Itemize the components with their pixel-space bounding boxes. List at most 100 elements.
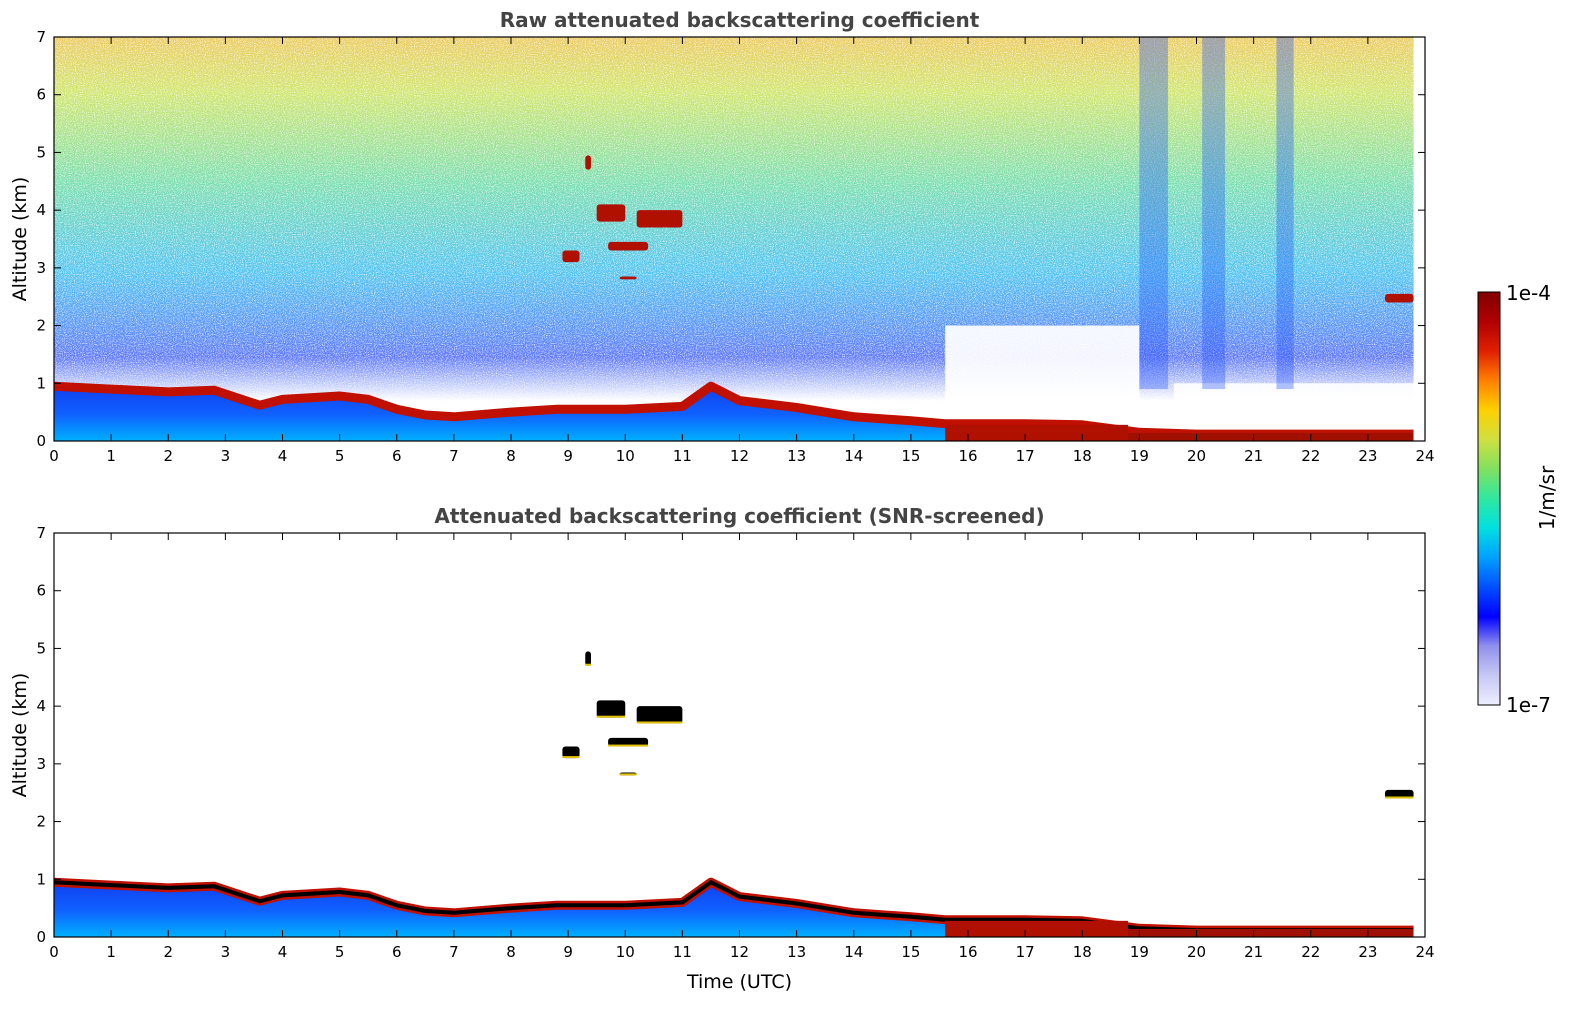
saturated-layer — [54, 880, 1414, 933]
x-tick-label: 0 — [49, 943, 59, 961]
x-tick-label: 14 — [844, 943, 863, 961]
y-tick-label: 4 — [36, 697, 46, 715]
x-tick-label: 19 — [1130, 943, 1149, 961]
noise-mask — [54, 37, 1425, 441]
y-tick-label: 3 — [36, 755, 46, 773]
x-tick-label: 1 — [106, 943, 116, 961]
x-tick-label: 23 — [1358, 943, 1377, 961]
x-tick-label: 9 — [563, 447, 573, 465]
cloud-edge — [636, 721, 683, 724]
x-tick-label: 17 — [1016, 447, 1035, 465]
x-tick-label: 18 — [1073, 447, 1092, 465]
y-tick-label: 7 — [36, 28, 46, 46]
no-data-strip — [1413, 533, 1425, 937]
x-tick-label: 22 — [1301, 943, 1320, 961]
x-tick-label: 20 — [1187, 943, 1206, 961]
x-tick-label: 19 — [1130, 447, 1149, 465]
surface-aerosol — [945, 920, 1128, 937]
cloud-feature — [1385, 789, 1414, 799]
plot-area — [54, 37, 1425, 441]
y-tick-label: 0 — [36, 432, 46, 450]
y-tick-label: 7 — [36, 524, 46, 542]
x-tick-label: 15 — [901, 447, 920, 465]
cloud-edge — [619, 773, 637, 776]
x-tick-label: 16 — [958, 943, 977, 961]
x-tick-label: 11 — [673, 447, 692, 465]
surface-aerosol — [1127, 432, 1414, 441]
y-tick-label: 1 — [36, 870, 46, 888]
x-tick-label: 18 — [1073, 943, 1092, 961]
clear-region — [945, 325, 1140, 424]
x-tick-label: 8 — [506, 447, 516, 465]
x-tick-label: 17 — [1016, 943, 1035, 961]
panel-2: 0 1 2 3 4 5 6 7 8 9 10 11 12 13 14 15 16 17 18 19 20 21 22 23 24… — [9, 504, 1435, 993]
x-tick-label: 15 — [901, 943, 920, 961]
y-tick-label: 2 — [36, 317, 46, 335]
x-tick-label: 24 — [1415, 943, 1434, 961]
x-tick-label: 7 — [449, 447, 459, 465]
panel-1: 0 1 2 3 4 5 6 7 8 9 10 11 12 13 14 15 16 17 18 19 20 21 22 23 24… — [9, 8, 1435, 465]
x-tick-label: 11 — [673, 943, 692, 961]
vertical-streak — [1276, 37, 1294, 390]
x-tick-label: 12 — [730, 943, 749, 961]
colorbar-max-label: 1e-4 — [1506, 281, 1551, 305]
y-axis-label: Altitude (km) — [9, 177, 31, 302]
no-data-strip — [1413, 37, 1425, 441]
y-tick-label: 6 — [36, 582, 46, 600]
x-tick-label: 16 — [958, 447, 977, 465]
x-tick-label: 1 — [106, 447, 116, 465]
x-tick-label: 21 — [1244, 447, 1263, 465]
y-tick-label: 2 — [36, 813, 46, 831]
plot-background — [54, 533, 1425, 937]
cloud-feature — [585, 155, 591, 170]
x-tick-label: 13 — [787, 943, 806, 961]
surface-aerosol — [1127, 928, 1414, 937]
cloud-feature — [636, 210, 683, 228]
y-tick-label: 4 — [36, 201, 46, 219]
x-tick-label: 9 — [563, 943, 573, 961]
y-tick-label: 5 — [36, 143, 46, 161]
colorbar-min-label: 1e-7 — [1506, 693, 1551, 717]
y-axis-label: Altitude (km) — [9, 673, 31, 798]
x-tick-label: 0 — [49, 447, 59, 465]
x-tick-label: 3 — [221, 447, 231, 465]
x-tick-label: 4 — [278, 447, 288, 465]
colorbar-unit-label: 1/m/sr — [1535, 465, 1559, 530]
cloud-feature — [619, 276, 637, 280]
panel-title: Attenuated backscattering coefficient (S… — [434, 504, 1044, 528]
x-tick-label: 7 — [449, 943, 459, 961]
y-tick-label: 1 — [36, 374, 46, 392]
x-tick-label: 5 — [335, 447, 345, 465]
x-tick-label: 23 — [1358, 447, 1377, 465]
x-tick-label: 10 — [616, 447, 635, 465]
plot-area — [54, 533, 1425, 937]
x-tick-label: 6 — [392, 447, 402, 465]
cloud-feature — [608, 737, 649, 747]
y-tick-label: 5 — [36, 639, 46, 657]
y-tick-label: 6 — [36, 86, 46, 104]
x-tick-label: 4 — [278, 943, 288, 961]
cloud-feature — [562, 250, 580, 263]
cloud-feature — [596, 700, 626, 718]
panel-title: Raw attenuated backscattering coefficien… — [500, 8, 980, 32]
x-tick-label: 6 — [392, 943, 402, 961]
cloud-feature — [562, 746, 580, 759]
x-tick-label: 20 — [1187, 447, 1206, 465]
colorbar: 1e-4 1e-7 1/m/sr — [1477, 281, 1559, 717]
x-tick-label: 14 — [844, 447, 863, 465]
x-tick-label: 2 — [163, 447, 173, 465]
clear-region — [1173, 383, 1425, 427]
colorbar-gradient — [1477, 291, 1501, 706]
x-tick-label: 5 — [335, 943, 345, 961]
y-tick-label: 3 — [36, 259, 46, 277]
x-tick-label: 24 — [1415, 447, 1434, 465]
cloud-edge — [562, 756, 580, 759]
vertical-streak — [1139, 37, 1168, 390]
surface-aerosol — [945, 424, 1128, 441]
cloud-edge — [1385, 796, 1414, 799]
cloud-feature — [1385, 293, 1414, 303]
x-tick-label: 8 — [506, 943, 516, 961]
cloud-feature — [585, 651, 591, 666]
aerosol-layer-top — [54, 381, 1414, 439]
x-tick-label: 12 — [730, 447, 749, 465]
